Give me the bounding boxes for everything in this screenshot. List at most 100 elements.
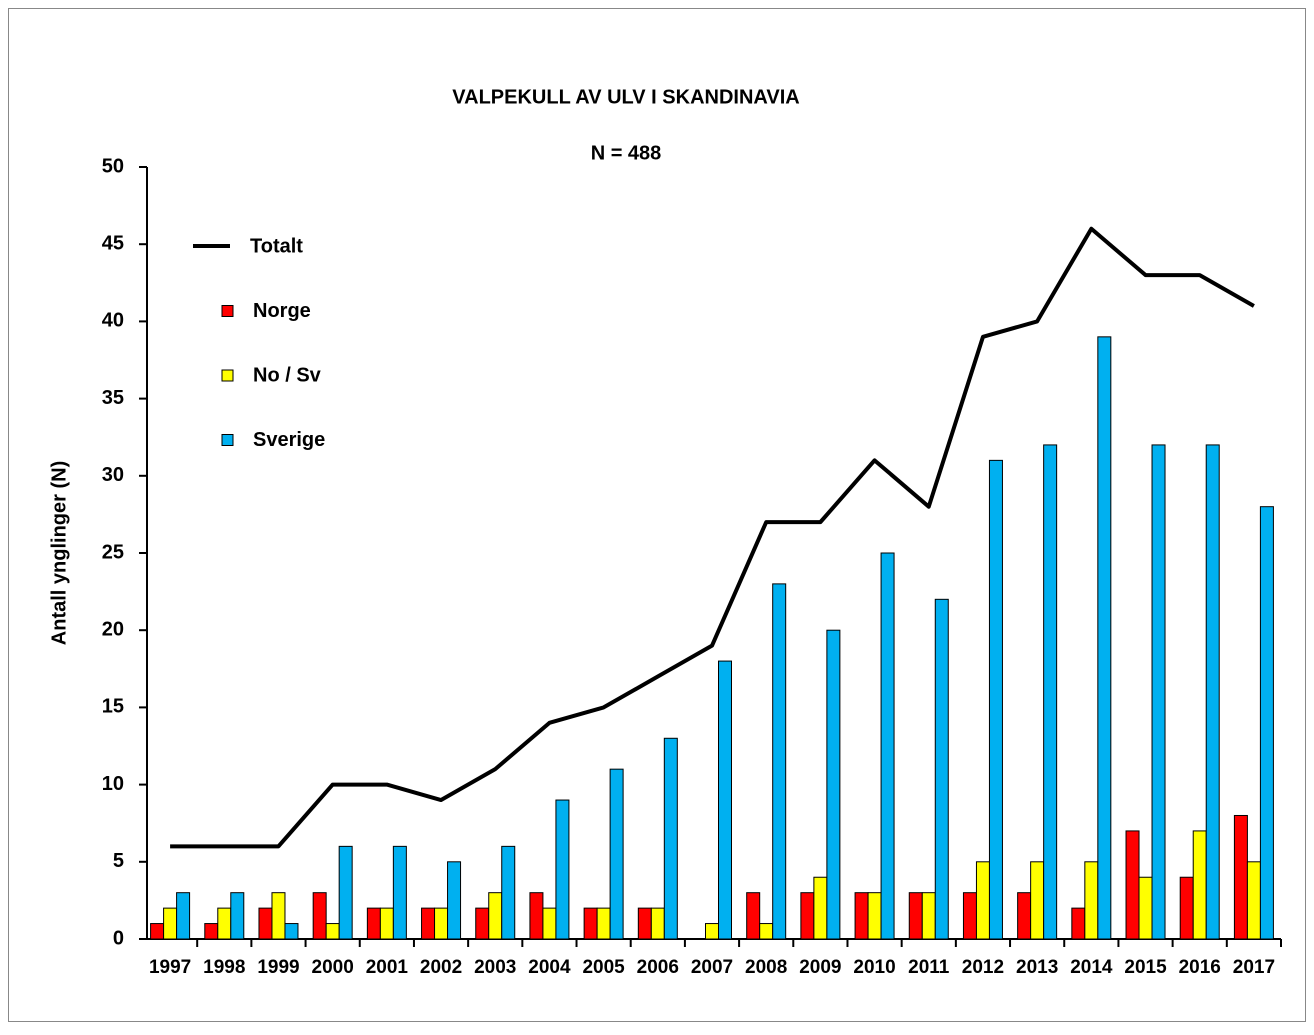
bar [392, 845, 407, 940]
bar [1151, 444, 1166, 940]
y-tick-label: 25 [102, 541, 124, 563]
bar [1125, 830, 1140, 940]
bar [501, 845, 516, 940]
bar [366, 907, 381, 940]
bar [921, 892, 936, 940]
legend-swatch [221, 434, 234, 446]
y-tick-label: 50 [102, 155, 124, 177]
x-tick-label: 2012 [962, 957, 1004, 978]
y-tick-label: 15 [102, 696, 124, 718]
x-tick-label: 2013 [1016, 957, 1058, 978]
y-tick-label: 5 [113, 850, 124, 872]
frame [8, 8, 1306, 1022]
bar [880, 552, 895, 940]
y-tick-label: 45 [102, 232, 124, 254]
bar [434, 907, 449, 940]
bar [650, 907, 665, 940]
bar [176, 892, 191, 940]
bar [338, 845, 353, 940]
bar [609, 768, 624, 940]
y-tick-label: 10 [102, 773, 124, 795]
bar [1246, 861, 1261, 940]
bar [447, 861, 462, 940]
x-tick-label: 2002 [420, 957, 462, 978]
bar [204, 923, 219, 940]
x-tick-label: 2016 [1179, 957, 1221, 978]
y-tick-label: 40 [102, 310, 124, 332]
x-tick-label: 2010 [853, 957, 895, 978]
x-tick-label: 2004 [528, 957, 571, 978]
bar [325, 923, 340, 940]
x-tick-label: 2003 [474, 957, 516, 978]
bar [988, 459, 1003, 940]
bar [475, 907, 490, 940]
bar [934, 598, 949, 940]
x-tick-label: 2000 [312, 957, 354, 978]
x-tick-label: 2011 [908, 957, 950, 978]
y-tick-label: 20 [102, 618, 124, 640]
bar [759, 923, 774, 940]
bar [596, 907, 611, 940]
bar [1179, 876, 1194, 940]
bar [908, 892, 923, 940]
x-tick-label: 2006 [637, 957, 679, 978]
bar [1192, 830, 1207, 940]
bar [1017, 892, 1032, 940]
x-tick-label: 2014 [1070, 957, 1113, 978]
chart-title: VALPEKULL AV ULV I SKANDINAVIA [452, 86, 799, 108]
bar [271, 892, 286, 940]
bar [258, 907, 273, 940]
bar [488, 892, 503, 940]
bar [150, 923, 165, 940]
bar [637, 907, 652, 940]
legend-swatch [221, 305, 234, 317]
bar [1138, 876, 1153, 940]
bar [867, 892, 882, 940]
bar [163, 907, 178, 940]
x-tick-label: 2015 [1124, 957, 1167, 978]
bar [772, 583, 787, 940]
bar [975, 861, 990, 940]
legend-label: Sverige [253, 429, 325, 451]
bar [1097, 336, 1112, 940]
bar [284, 923, 299, 940]
bar [583, 907, 598, 940]
bar [421, 907, 436, 940]
legend-swatch [221, 369, 234, 382]
bar [529, 892, 544, 940]
bar [1205, 444, 1220, 940]
x-tick-label: 2009 [799, 957, 841, 978]
bar [800, 892, 815, 940]
line [170, 226, 1255, 849]
legend-label: Norge [253, 300, 311, 322]
bar [718, 660, 732, 940]
legend-label: No / Sv [253, 364, 322, 386]
bar [746, 892, 761, 940]
bar [962, 892, 977, 940]
bar [813, 876, 828, 940]
x-tick-label: 2005 [582, 957, 625, 978]
bar [1084, 861, 1099, 940]
x-tick-label: 2008 [745, 957, 787, 978]
bar [555, 799, 570, 940]
bar [1030, 861, 1045, 940]
bar [230, 892, 245, 940]
y-tick-label: 30 [102, 464, 124, 486]
x-tick-label: 1999 [257, 957, 299, 978]
bar [1233, 814, 1248, 940]
bar [663, 737, 678, 940]
bar [542, 907, 557, 940]
bar [379, 907, 394, 940]
y-axis-label: Antall ynglinger (N) [48, 461, 70, 645]
bar [1259, 506, 1274, 940]
bar [1043, 444, 1058, 940]
x-tick-label: 1997 [149, 957, 191, 978]
bar [312, 892, 327, 940]
x-tick-label: 2001 [366, 957, 409, 978]
bar [217, 907, 232, 940]
x-tick-label: 1998 [203, 957, 245, 978]
legend-label: Totalt [250, 235, 303, 257]
chart-subtitle: N = 488 [591, 142, 662, 164]
bar [854, 892, 869, 940]
